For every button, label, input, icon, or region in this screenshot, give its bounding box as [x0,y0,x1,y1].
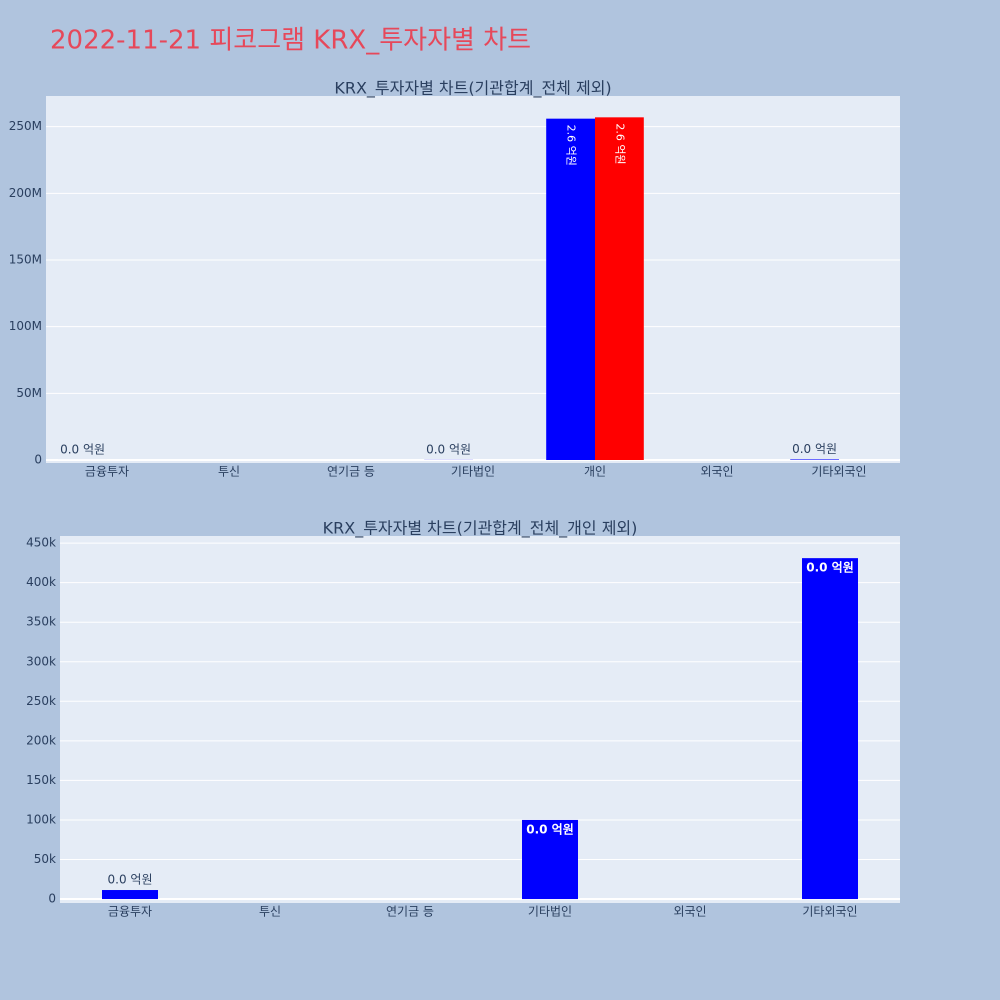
y-tick-label: 200M [9,186,42,200]
value-label: 0.0 억원 [792,442,837,456]
y-tick-label: 250k [26,694,56,708]
x-tick-label: 투신 [218,465,240,479]
x-tick-label: 외국인 [700,465,733,479]
bar [595,117,644,460]
value-label: 0.0 억원 [806,561,854,575]
x-tick-label: 개인 [584,465,606,479]
value-label: 2.6 억원 [613,123,626,164]
y-tick-label: 100k [26,812,56,826]
chart-title: KRX_투자자별 차트(기관합계_전체 제외) [334,79,611,99]
y-tick-label: 50M [16,386,42,400]
x-tick-label: 외국인 [673,905,706,919]
y-tick-label: 0 [48,892,56,906]
chart-title: KRX_투자자별 차트(기관합계_전체_개인 제외) [323,519,638,539]
y-tick-label: 400k [26,575,56,589]
value-label: 2.6 억원 [565,125,578,166]
y-tick-label: 350k [26,615,56,629]
y-tick-label: 0 [34,453,42,467]
x-tick-label: 연기금 등 [386,905,434,919]
plot-area [46,96,900,463]
page-title: 2022-11-21 피코그램 KRX_투자자별 차트 [50,26,531,56]
x-tick-label: 기타법인 [528,905,572,919]
x-tick-label: 기타외국인 [802,905,857,919]
y-tick-label: 300k [26,654,56,668]
y-tick-label: 50k [34,852,56,866]
x-tick-label: 기타외국인 [811,465,866,479]
x-tick-label: 기타법인 [451,465,495,479]
y-tick-label: 200k [26,733,56,747]
y-tick-label: 250M [9,119,42,133]
y-tick-label: 150M [9,253,42,267]
x-tick-label: 연기금 등 [327,465,375,479]
value-label: 0.0 억원 [526,822,574,836]
y-tick-label: 450k [26,536,56,550]
value-label: 0.0 억원 [108,873,153,887]
bar [102,890,158,900]
bar [546,118,595,461]
y-tick-label: 150k [26,773,56,787]
y-tick-label: 100M [9,319,42,333]
x-tick-label: 투신 [259,905,281,919]
value-label: 0.0 억원 [426,442,471,456]
bar [522,819,578,900]
x-tick-label: 금융투자 [108,905,152,919]
x-tick-label: 금융투자 [85,465,129,479]
value-label: 0.0 억원 [60,442,105,456]
bar [802,558,858,900]
plot-area [60,536,900,903]
bar [790,459,839,460]
